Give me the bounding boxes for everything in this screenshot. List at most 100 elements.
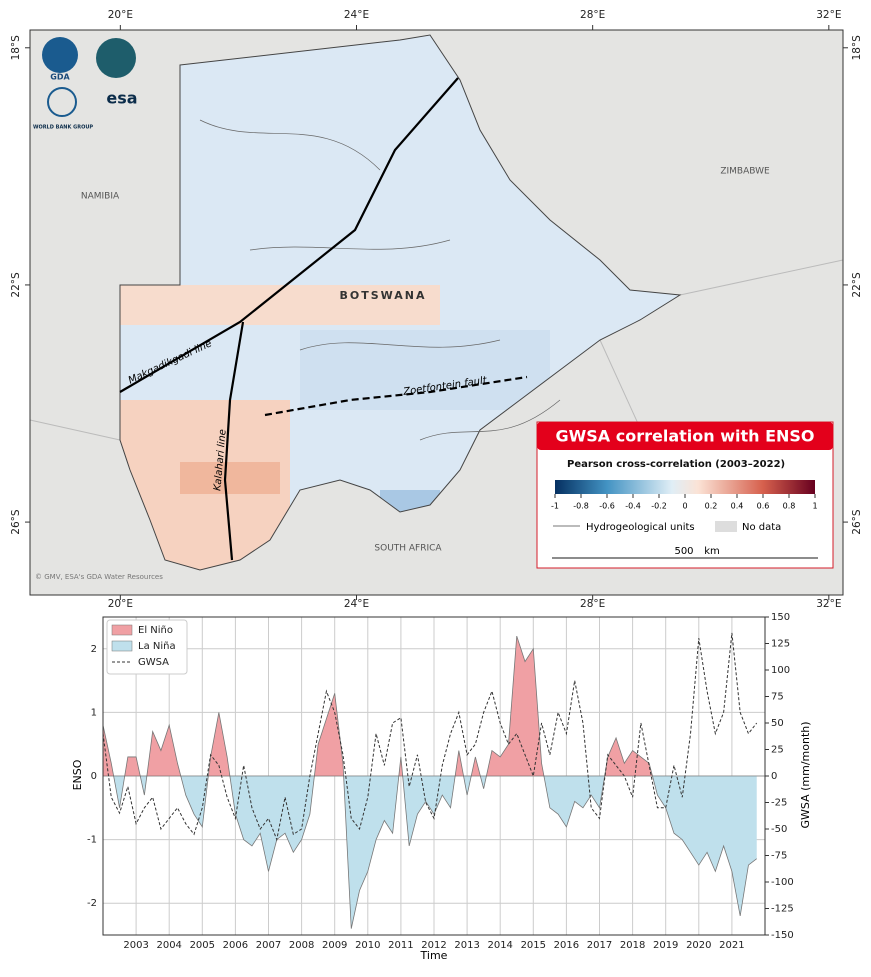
y2-tick-label: 150: [771, 612, 790, 623]
y2-tick-label: -50: [771, 824, 787, 835]
logo-text: esa: [106, 89, 137, 108]
x-tick-label: 2014: [487, 940, 512, 951]
x-tick-label: 2007: [256, 940, 281, 951]
y-tick-label: 0: [91, 771, 97, 782]
country-label: BOTSWANA: [339, 289, 426, 302]
y-tick-label: -2: [87, 898, 97, 909]
country-label: NAMIBIA: [81, 192, 120, 202]
x-tick-label: 2013: [454, 940, 479, 951]
legend-label: Hydrogeological units: [586, 522, 695, 533]
x-tick-label: 2009: [322, 940, 347, 951]
x-tick-label: 2016: [554, 940, 579, 951]
y2-tick-label: 100: [771, 665, 790, 676]
no-data-swatch: [715, 521, 737, 532]
y2-tick-label: -100: [771, 877, 794, 888]
y2-tick-label: -125: [771, 904, 794, 915]
plot-frame: [102, 616, 766, 936]
logo-text: WORLD BANK GROUP: [33, 125, 93, 131]
colorbar-tick-label: 0.6: [757, 502, 770, 511]
y-tick-label: 2: [91, 644, 97, 655]
colorbar-tick-label: 0.4: [731, 502, 744, 511]
lon-tick-label: 24°E: [344, 598, 369, 610]
x-tick-label: 2006: [223, 940, 248, 951]
y2-tick-label: 50: [771, 718, 784, 729]
x-tick-label: 2018: [620, 940, 645, 951]
x-tick-label: 2010: [355, 940, 380, 951]
colorbar-tick-label: 0: [682, 502, 687, 511]
scale-unit: km: [704, 546, 720, 557]
lon-tick-label: 32°E: [816, 9, 841, 21]
country-label: SOUTH AFRICA: [374, 544, 442, 554]
lon-tick-label: 32°E: [816, 598, 841, 610]
x-tick-label: 2011: [388, 940, 413, 951]
legend-label: No data: [742, 522, 781, 533]
colorbar-tick-label: -0.2: [651, 502, 667, 511]
x-tick-label: 2019: [653, 940, 678, 951]
legend-header: [537, 422, 833, 450]
map: NAMIBIA BOTSWANA ZIMBABWE SOUTH AFRICA M…: [10, 9, 863, 610]
country-label: ZIMBABWE: [720, 167, 770, 177]
x-tick-label: 2015: [521, 940, 546, 951]
makgadikgadi-line: [119, 77, 459, 393]
lon-tick-label: 28°E: [580, 598, 605, 610]
colorbar-tick-label: 0.2: [705, 502, 718, 511]
zoetfontein-fault: [264, 375, 528, 417]
colorbar-tick-label: 1: [812, 502, 817, 511]
x-tick-label: 2017: [587, 940, 612, 951]
lat-tick-label: 22°S: [851, 272, 863, 298]
map-frame: [29, 29, 844, 596]
y2-tick-label: 75: [771, 692, 784, 703]
colorbar-tick-label: -0.4: [625, 502, 641, 511]
y2-tick-label: 0: [771, 771, 777, 782]
kalahari-line: [223, 321, 245, 561]
lon-tick-label: 20°E: [108, 9, 133, 21]
logo: [96, 38, 136, 78]
hydro-units: [199, 119, 561, 441]
y-axis-label: ENSO: [71, 759, 84, 790]
lon-tick-label: 28°E: [580, 9, 605, 21]
x-tick-label: 2005: [190, 940, 215, 951]
y2-tick-label: -150: [771, 930, 794, 941]
y2-axis-label: GWSA (mm/month): [799, 721, 812, 828]
x-axis-label: Time: [420, 949, 448, 962]
line-label: Kalahari line: [212, 429, 228, 492]
x-tick-label: 2021: [719, 940, 744, 951]
lat-tick-label: 22°S: [10, 272, 22, 298]
legend-swatch: [111, 640, 133, 652]
credit: © GMV, ESA's GDA Water Resources: [35, 573, 163, 581]
legend-label: GWSA: [138, 657, 169, 668]
legend-title: GWSA correlation with ENSO: [555, 427, 814, 446]
scale-label: 500: [674, 546, 693, 557]
x-tick-label: 2004: [156, 940, 181, 951]
y-tick-label: 1: [91, 707, 97, 718]
logo: [42, 37, 78, 73]
y-tick-label: -1: [87, 835, 97, 846]
lat-tick-label: 26°S: [10, 509, 22, 535]
x-tick-label: 2008: [289, 940, 314, 951]
logo-text: GDA: [50, 73, 70, 82]
enso-area: [103, 636, 757, 776]
colorbar-tick-label: -1: [551, 502, 559, 511]
legend-subtitle: Pearson cross-correlation (2003–2022): [567, 459, 785, 470]
colorbar-tick-label: -0.6: [599, 502, 615, 511]
x-tick-label: 2012: [421, 940, 446, 951]
legend-label: La Niña: [138, 641, 176, 652]
enso-area: [103, 776, 757, 929]
y2-tick-label: 25: [771, 745, 784, 756]
y2-tick-label: -75: [771, 851, 787, 862]
colorbar-tick-label: -0.8: [573, 502, 589, 511]
colorbar: [555, 480, 815, 494]
chart: Time ENSO GWSA (mm/month) 2003 2004 2005 20…: [71, 612, 812, 962]
logo: [47, 87, 77, 117]
lon-tick-label: 24°E: [344, 9, 369, 21]
lat-tick-label: 26°S: [851, 509, 863, 535]
x-tick-label: 2020: [686, 940, 711, 951]
gwsa-line: [102, 632, 758, 842]
colorbar-tick-label: 0.8: [783, 502, 796, 511]
lat-tick-label: 18°S: [851, 35, 863, 61]
legend-label: El Niño: [138, 625, 173, 636]
legend-swatch: [111, 624, 133, 636]
x-tick-label: 2003: [123, 940, 148, 951]
lat-tick-label: 18°S: [10, 35, 22, 61]
